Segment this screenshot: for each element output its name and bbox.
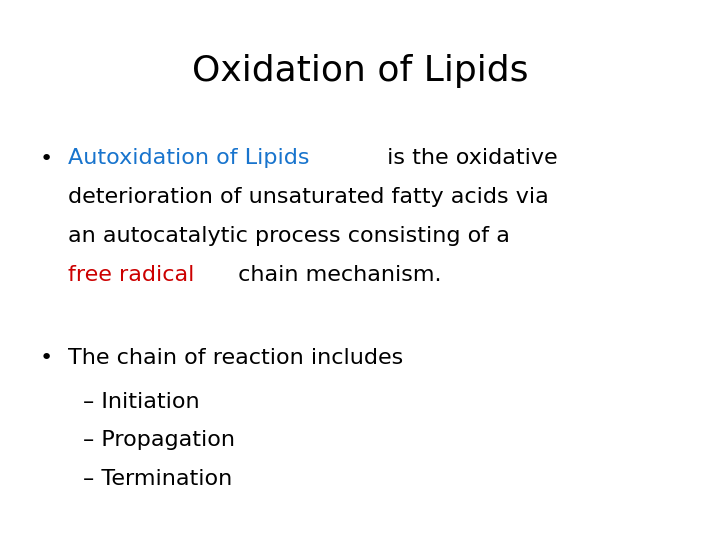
Text: Autoxidation of Lipids: Autoxidation of Lipids: [68, 148, 310, 168]
Text: free radical: free radical: [68, 265, 195, 285]
Text: deterioration of unsaturated fatty acids via: deterioration of unsaturated fatty acids…: [68, 187, 549, 207]
Text: •: •: [40, 348, 53, 368]
Text: Oxidation of Lipids: Oxidation of Lipids: [192, 54, 528, 88]
Text: an autocatalytic process consisting of a: an autocatalytic process consisting of a: [68, 226, 510, 246]
Text: The chain of reaction includes: The chain of reaction includes: [68, 348, 404, 368]
Text: is the oxidative: is the oxidative: [380, 148, 557, 168]
Text: – Initiation: – Initiation: [83, 392, 199, 411]
Text: – Propagation: – Propagation: [83, 430, 235, 450]
Text: chain mechanism.: chain mechanism.: [231, 265, 442, 285]
Text: •: •: [40, 148, 53, 168]
Text: – Termination: – Termination: [83, 469, 232, 489]
